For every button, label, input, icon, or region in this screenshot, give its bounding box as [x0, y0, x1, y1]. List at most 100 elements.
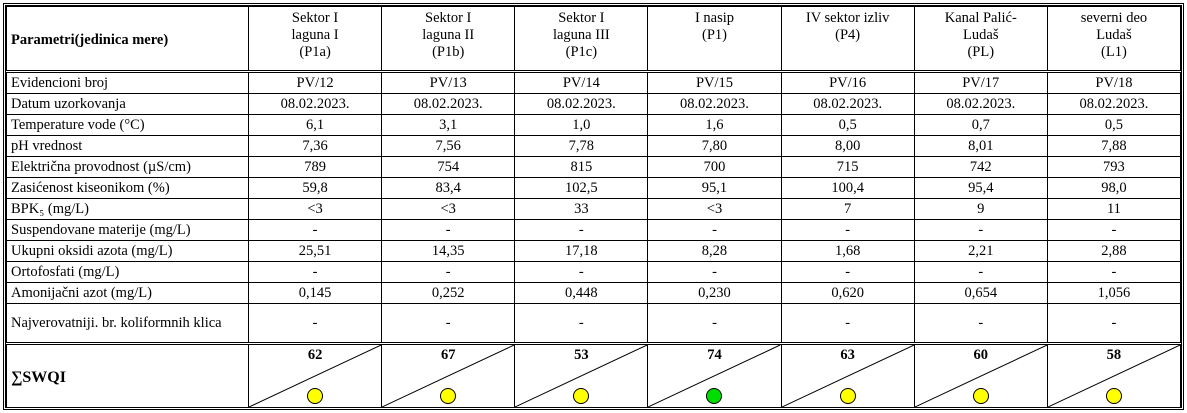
value-cell: 25,51 [247, 240, 383, 262]
swqi-cell: 60 [913, 342, 1048, 408]
data-row: Suspendovane materije (mg/L) - - - - - - - [6, 219, 1182, 241]
value-cell: 700 [647, 156, 782, 178]
value-cell: - [647, 303, 782, 344]
swqi-label: ∑SWQI [6, 342, 249, 408]
diagonal [915, 345, 1047, 407]
swqi-value: 62 [307, 347, 323, 363]
value-cell: 815 [514, 156, 649, 178]
diagonal [249, 345, 381, 407]
value-cell: 08.02.2023. [780, 93, 915, 115]
value-cell: - [514, 219, 649, 241]
diagonal-line [915, 345, 1047, 407]
parameter-cell: Datum uzorkovanja [6, 93, 249, 115]
value-cell: 7,56 [381, 135, 516, 157]
value-cell: 08.02.2023. [381, 93, 516, 115]
status-dot [573, 388, 590, 404]
value-cell: 789 [247, 156, 383, 178]
diagonal-line [382, 345, 514, 407]
value-cell: 14,35 [381, 240, 516, 262]
value-cell: - [247, 261, 383, 283]
value-cell: 0,448 [514, 282, 649, 304]
value-cell: 1,6 [647, 114, 782, 136]
swqi-value: 74 [707, 347, 722, 363]
value-cell: 17,18 [514, 240, 649, 262]
value-cell: 08.02.2023. [514, 93, 649, 115]
value-cell: - [780, 219, 915, 241]
value-cell: 1,056 [1046, 282, 1182, 304]
data-row: BPK₅ (mg/L) <3 <3 33 <3 7 9 11 [6, 198, 1182, 220]
swqi-cell: 58 [1046, 342, 1182, 408]
value-cell: 0,654 [913, 282, 1048, 304]
site-header-line: (P1b) [432, 44, 465, 60]
swqi-value: 63 [840, 347, 855, 363]
value-cell: - [780, 303, 915, 344]
site-header-line: (PL) [967, 44, 995, 60]
value-cell: 95,1 [647, 177, 782, 199]
parameter-cell: Ukupni oksidi azota (mg/L) [6, 240, 249, 262]
value-cell: 754 [381, 156, 516, 178]
value-cell: 08.02.2023. [913, 93, 1048, 115]
parameter-cell: Ortofosfati (mg/L) [6, 261, 249, 283]
value-cell: 6,1 [247, 114, 383, 136]
parameter-cell: Evidencioni broj [6, 71, 249, 94]
status-dot [839, 388, 856, 404]
site-header-line: severni deo [1080, 10, 1148, 26]
value-cell: 2,21 [913, 240, 1048, 262]
value-cell: - [913, 303, 1048, 344]
status-dot [972, 388, 989, 404]
value-cell: - [913, 261, 1048, 283]
value-cell: 0,5 [1046, 114, 1182, 136]
value-cell: 100,4 [780, 177, 915, 199]
value-cell: 793 [1046, 156, 1182, 178]
value-cell: 0,230 [647, 282, 782, 304]
data-row: Evidencioni broj PV/12 PV/13 PV/14 PV/15 PV/1… [6, 71, 1182, 94]
diagonal [382, 345, 514, 407]
value-cell: PV/15 [647, 71, 782, 94]
status-dot [1105, 388, 1122, 404]
site-header-line: (P1c) [565, 44, 598, 60]
site-header-line: Sektor I [291, 10, 339, 26]
swqi-value: 60 [973, 347, 989, 363]
parameter-cell: Suspendovane materije (mg/L) [6, 219, 249, 241]
value-cell: 1,68 [780, 240, 915, 262]
value-cell: 11 [1046, 198, 1182, 220]
value-cell: PV/18 [1046, 71, 1182, 94]
diagonal-line [1048, 345, 1180, 407]
value-cell: 59,8 [247, 177, 383, 199]
parameter-cell: Temperature vode (°C) [6, 114, 249, 136]
value-cell: 8,01 [913, 135, 1048, 157]
data-row: Temperature vode (°C) 6,1 3,1 1,0 1,6 0,5 0,7 0… [6, 114, 1182, 136]
value-cell: 7,80 [647, 135, 782, 157]
value-cell: 7 [780, 198, 915, 220]
data-row: pH vrednost 7,36 7,56 7,78 7,80 8,00 8,01 7,88 [6, 135, 1182, 157]
value-cell: 98,0 [1046, 177, 1182, 199]
diagonal [1048, 345, 1180, 407]
site-header: severni deo Ludaš (L1) [1046, 6, 1182, 73]
value-cell: 8,00 [780, 135, 915, 157]
value-cell: 0,620 [780, 282, 915, 304]
site-header-line: Sektor I [425, 10, 472, 26]
value-cell: - [381, 303, 516, 344]
value-cell: 1,0 [514, 114, 649, 136]
diagonal-line [648, 345, 780, 407]
value-cell: - [647, 219, 782, 241]
site-header: IV sektor izliv (P4) [780, 6, 915, 73]
value-cell: 95,4 [913, 177, 1048, 199]
site-header-line: Kanal Palić- [944, 10, 1017, 26]
value-cell: PV/16 [780, 71, 915, 94]
site-header-line: (P4) [835, 27, 861, 43]
parameter-cell: BPK₅ (mg/L) [6, 198, 249, 220]
swqi-cell: 63 [780, 342, 915, 408]
value-cell: 08.02.2023. [247, 93, 383, 115]
site-header-line: Ludaš [1096, 27, 1132, 43]
data-row: Zasićenost kiseonikom (%) 59,8 83,4 102,5 95… [6, 177, 1182, 199]
value-cell: - [514, 261, 649, 283]
data-row: Najverovatniji. br. koliformnih klica - - -… [6, 303, 1182, 344]
value-cell: - [913, 219, 1048, 241]
parameter-header: Parametri(jedinica mere) [6, 6, 249, 73]
status-dot [307, 388, 324, 404]
data-row: Ortofosfati (mg/L) - - - - - - - [6, 261, 1182, 283]
diagonal [515, 345, 647, 407]
